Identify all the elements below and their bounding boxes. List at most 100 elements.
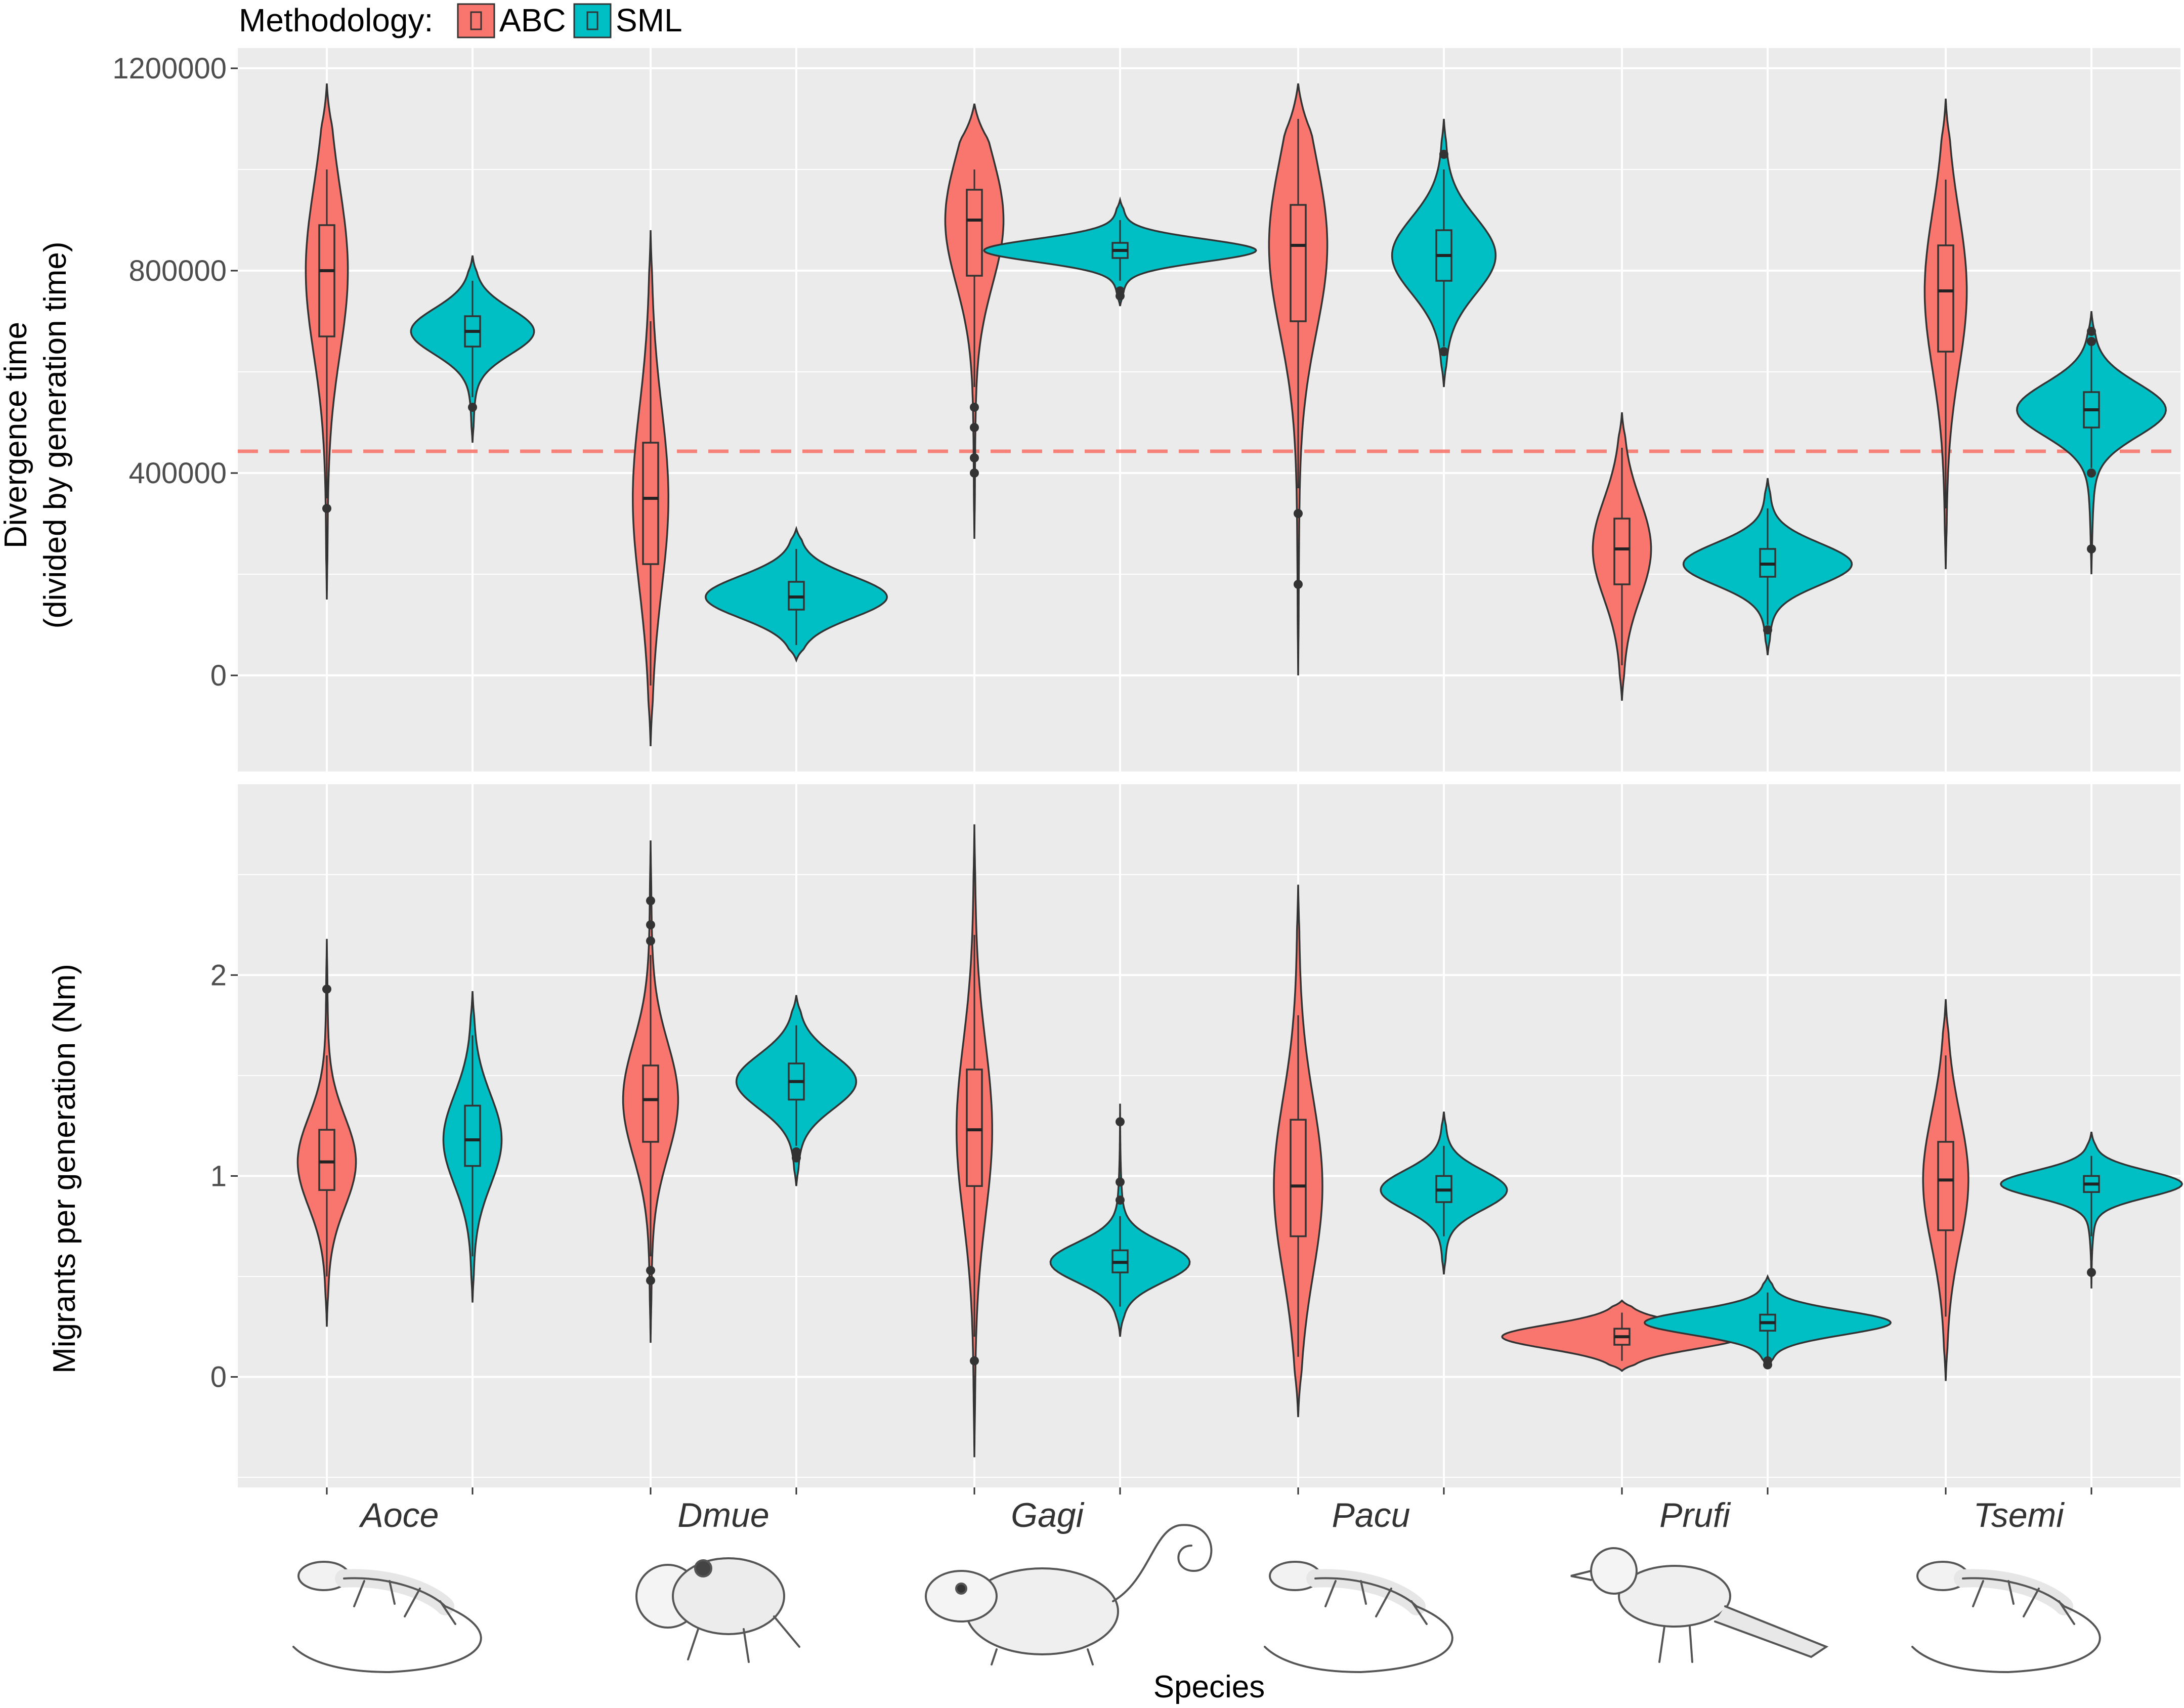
violin-sml-prufi [1682, 478, 1853, 656]
panel-top: 0 400000 800000 1200000 Divergence time (di… [0, 48, 2180, 772]
y-tick-label: 1200000 [112, 52, 227, 85]
legend-item-abc: ABC [457, 2, 566, 38]
legend-items: ABC SML [457, 2, 682, 38]
icon-body-outline [1314, 1577, 1418, 1607]
box [642, 442, 659, 565]
box [1937, 1141, 1954, 1231]
outlier-point [1294, 509, 1303, 518]
icon-head [925, 1570, 998, 1622]
outlier-point [970, 468, 979, 478]
violin-sml-dmue [735, 995, 858, 1186]
icon-tail [1112, 1524, 1213, 1602]
violin-sml-aoce [442, 991, 503, 1303]
violin-sml-tsemi [2016, 311, 2167, 575]
lizard-icon [1911, 1561, 2101, 1674]
panel-top-y-title-line2: (divided by generation time) [38, 241, 73, 628]
violin-sml-pacu [1380, 1112, 1508, 1275]
box [966, 1069, 983, 1187]
legend-item-sml: SML [573, 2, 682, 38]
outlier-point [1116, 1195, 1125, 1205]
violin-abc-pacu [1273, 884, 1323, 1418]
outlier-point [970, 423, 979, 432]
panel-bottom: 0 1 2 Migrants per generation (Nm) [47, 784, 2183, 1487]
x-axis: Aoce Dmue Gagi Pacu Prufi Tsemi [292, 1487, 2101, 1674]
box [464, 1104, 481, 1167]
y-tick-label: 0 [210, 1361, 227, 1394]
outlier-point [322, 504, 331, 513]
violin-sml-gagi [1049, 1103, 1191, 1337]
icon-body [1618, 1565, 1731, 1628]
icon-legs [353, 1580, 456, 1625]
icon-body [672, 1557, 785, 1635]
violin-abc-dmue [622, 840, 679, 1343]
violin-sml-aoce [410, 255, 535, 443]
y-tick-label: 800000 [129, 254, 227, 287]
outlier-point [1439, 150, 1448, 159]
x-tick-label-pacu: Pacu [1332, 1496, 1410, 1534]
icon-beak [1570, 1570, 1592, 1581]
icon-tail [292, 1605, 482, 1674]
outlier-point [1116, 1177, 1125, 1187]
icon-head [1590, 1547, 1638, 1595]
outlier-point [2087, 337, 2096, 346]
panel-top-y-ticks: 0 400000 800000 1200000 [112, 52, 238, 692]
box [318, 224, 335, 337]
violin-abc-prufi [1501, 1299, 1743, 1373]
icon-tail [1264, 1605, 1453, 1674]
violin-abc-tsemi [1922, 999, 1969, 1381]
bird-icon [1570, 1547, 1829, 1663]
legend-label-sml: SML [616, 2, 682, 38]
outlier-point [2087, 1268, 2096, 1277]
gecko-icon [1264, 1561, 1453, 1674]
x-tick-label-tsemi: Tsemi [1974, 1496, 2065, 1534]
outlier-point [792, 1153, 801, 1163]
outlier-point [646, 920, 655, 929]
box [966, 189, 983, 277]
panel-bottom-violins [296, 824, 2183, 1458]
opossum-icon [925, 1524, 1213, 1666]
icon-legs [1658, 1626, 1693, 1663]
outlier-point [2087, 468, 2096, 478]
panel-top-background [238, 48, 2180, 772]
outlier-point [646, 1266, 655, 1275]
outlier-point [970, 1356, 979, 1365]
violin-abc-tsemi [1923, 98, 1968, 570]
outlier-point [646, 896, 655, 906]
box [1290, 1119, 1307, 1237]
icon-tail [1911, 1605, 2101, 1674]
outlier-point [646, 1275, 655, 1285]
outlier-point [1763, 1360, 1772, 1370]
panel-bottom-background [238, 784, 2180, 1487]
violin-abc-gagi [956, 824, 993, 1458]
x-tick-label-dmue: Dmue [677, 1496, 769, 1534]
y-tick-label: 0 [210, 659, 227, 692]
outlier-point [1763, 625, 1772, 634]
icon-body-outline [343, 1577, 446, 1607]
outlier-point [322, 985, 331, 994]
icon-legs [1972, 1580, 2075, 1625]
box [318, 1129, 335, 1191]
outlier-point [646, 936, 655, 946]
icon-body-outline [1962, 1577, 2065, 1607]
icon-eye [955, 1583, 967, 1595]
violin-abc-gagi [944, 103, 1005, 539]
violin-sml-tsemi [1999, 1131, 2183, 1289]
legend-key-abc [457, 3, 495, 38]
outlier-point [1116, 1117, 1125, 1127]
box [1613, 518, 1631, 585]
panel-bottom-y-ticks: 0 1 2 [210, 959, 238, 1394]
outlier-point [2087, 544, 2096, 553]
icon-legs [991, 1648, 1094, 1666]
x-axis-title: Species [1153, 1670, 1265, 1704]
frog-icon [635, 1557, 800, 1663]
box [1290, 204, 1307, 322]
box [642, 1064, 659, 1143]
icon-legs [1324, 1580, 1428, 1625]
box [1937, 244, 1954, 353]
violin-sml-prufi [1643, 1274, 1892, 1370]
y-tick-label: 400000 [129, 457, 227, 490]
y-tick-label: 1 [210, 1160, 227, 1192]
icon-legs [687, 1615, 800, 1663]
outlier-point [468, 403, 477, 412]
